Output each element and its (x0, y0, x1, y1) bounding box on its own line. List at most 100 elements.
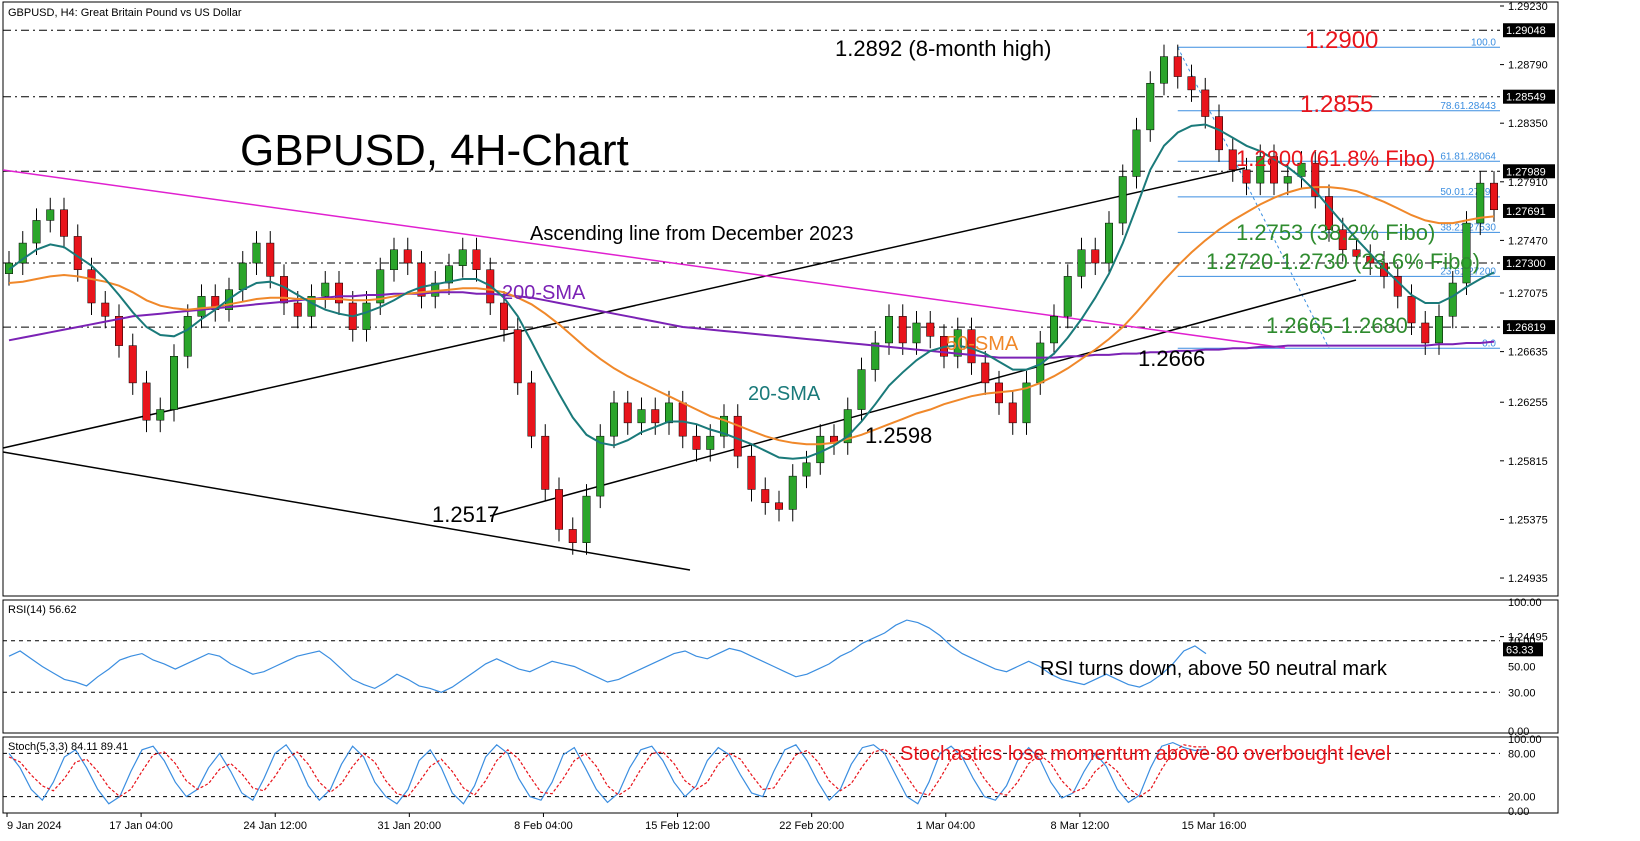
price-tag (1503, 23, 1555, 38)
price-tick-label: 1.28350 (1508, 118, 1548, 130)
candle-body (335, 282, 343, 304)
support-1272: 1.2720-1.2730 (23.6% Fibo) (1206, 249, 1480, 274)
price-tick-label: 1.27910 (1508, 177, 1548, 189)
descending-resistance-line (2, 169, 1286, 349)
candle-body (18, 242, 27, 264)
candle-body (445, 265, 453, 284)
time-tick-label: 24 Jan 12:00 (243, 820, 307, 832)
rsi-current-tag (1503, 642, 1543, 657)
sma200-line (8, 291, 1495, 359)
candle-body (857, 369, 866, 410)
candle-body (1008, 402, 1017, 424)
candle-body (1077, 249, 1086, 277)
candle-body (280, 276, 288, 304)
rsi-annotation: RSI turns down, above 50 neutral mark (1040, 658, 1388, 680)
candle-body (541, 435, 550, 490)
rsi-line (8, 619, 1207, 693)
sma50-label: 50-SMA (946, 333, 1019, 355)
candle-body (1187, 76, 1196, 91)
price-tick-label: 1.26255 (1508, 397, 1548, 409)
support-12753: 1.2753 (38.2% Fibo) (1236, 220, 1435, 245)
ascending-lower-line (489, 279, 1357, 517)
fib-level-label: 100.0 (1471, 37, 1496, 48)
candle-body (73, 236, 82, 270)
price-tag-label: 1.26819 (1506, 322, 1546, 334)
candle-body (32, 220, 41, 244)
candle-body (1490, 182, 1498, 211)
candle-body (1173, 56, 1182, 77)
candle-body (142, 382, 151, 421)
candle-body (1476, 182, 1485, 224)
candle-body (417, 262, 426, 297)
candle-body (362, 302, 371, 330)
candle-body (307, 296, 316, 317)
candle-body (1325, 196, 1333, 230)
high-annotation: 1.2892 (8-month high) (835, 36, 1051, 61)
stoch-tick-label: 100.00 (1508, 734, 1542, 746)
candle-body (1228, 149, 1237, 171)
price-tags: 1.29048 1.28549 1.27989 1.27691 1.27300 1.268… (1503, 23, 1555, 335)
price-tick-label: 1.27470 (1508, 235, 1548, 247)
stoch-panel-frame (2, 736, 1559, 814)
time-tick-label: 1 Mar 04:00 (916, 820, 975, 832)
candle-body (266, 242, 275, 277)
rsi-tick-label: 0.00 (1508, 726, 1529, 738)
candle-body (101, 302, 110, 317)
candle-body (775, 502, 783, 510)
price-tick-label: 1.25815 (1508, 456, 1548, 468)
stoch-k-line (8, 741, 1207, 805)
stoch-label: Stoch(5,3,3) 84.11 89.41 (8, 741, 128, 753)
price-tick-label: 1.24495 (1508, 632, 1548, 644)
candle-body (1283, 176, 1292, 184)
fib-level-label: 61.81.28064 (1440, 151, 1496, 162)
candle-body (706, 435, 715, 450)
price-tag-label: 1.28549 (1506, 92, 1546, 104)
candle-body (898, 316, 907, 344)
rsi-panel-frame (2, 599, 1559, 734)
candle-body (981, 362, 990, 384)
candle-body (1146, 82, 1155, 131)
stoch-tick-label: 0.00 (1508, 806, 1529, 818)
moving-averages (8, 123, 1495, 460)
time-tick-label: 8 Mar 12:00 (1051, 820, 1110, 832)
price-tag-label: 1.29048 (1506, 25, 1546, 37)
candle-body (623, 402, 632, 424)
price-tag-label: 1.27691 (1506, 206, 1546, 218)
price-tag-label: 1.27300 (1506, 258, 1546, 270)
price-tag (1503, 256, 1555, 271)
candle-body (1242, 169, 1251, 184)
low-12517: 1.2517 (432, 502, 499, 527)
candle-body (500, 302, 508, 330)
price-tag (1503, 320, 1555, 335)
sma50-line (8, 186, 1495, 446)
resistance-1280: 1.2800 (61.8% Fibo) (1236, 146, 1435, 171)
candle-body (582, 495, 591, 543)
candle-body (665, 402, 673, 424)
candle-body (802, 462, 811, 477)
time-tick-label: 31 Jan 20:00 (378, 820, 442, 832)
low-12666: 1.2666 (1138, 346, 1205, 371)
stoch-tick-label: 20.00 (1508, 792, 1536, 804)
time-tick-label: 15 Feb 12:00 (645, 820, 710, 832)
candle-body (720, 415, 728, 437)
time-tick-label: 9 Jan 2024 (7, 820, 61, 832)
rsi-current-tag-label: 63.33 (1506, 644, 1534, 656)
candle-body (678, 402, 687, 437)
candle-body (1352, 249, 1361, 257)
candle-body (238, 262, 247, 290)
fib-level-label: 0.0 (1482, 338, 1496, 349)
stoch-tick-label: 80.00 (1508, 748, 1536, 760)
time-tick-label: 17 Jan 04:00 (109, 820, 173, 832)
rsi-label: RSI(14) 56.62 (8, 604, 76, 616)
candle-body (183, 316, 192, 357)
candle-body (1311, 162, 1320, 197)
candle-body (1201, 89, 1210, 117)
price-axis: 1.29230 1.28790 1.28350 1.27910 1.27470 1.270… (1500, 1, 1548, 644)
trend-lines (2, 167, 1357, 571)
horizontal-levels (3, 29, 1500, 328)
candle-body (1215, 116, 1223, 151)
candle-body (953, 329, 962, 357)
rsi-tick-label: 100.00 (1508, 597, 1542, 609)
